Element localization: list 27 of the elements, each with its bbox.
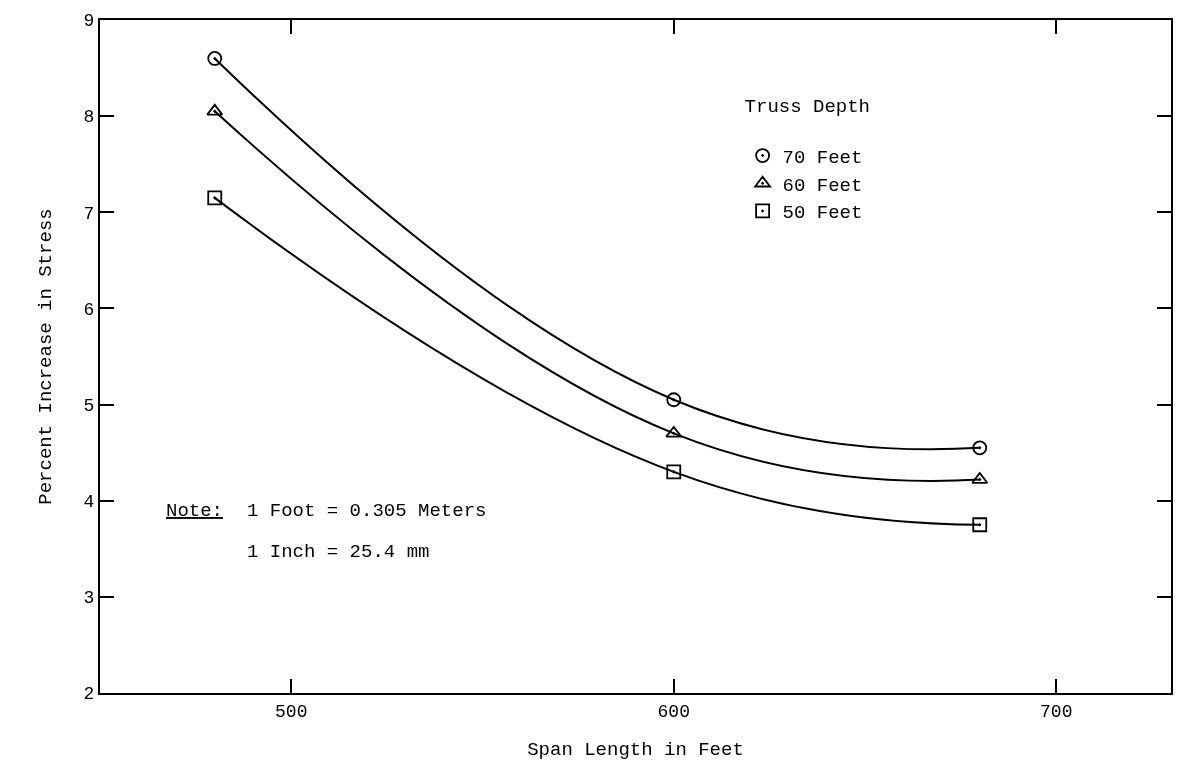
x-tick-label: 500 <box>275 701 308 722</box>
y-tick-label: 6 <box>83 299 95 320</box>
x-axis-title: Span Length in Feet <box>527 739 744 761</box>
y-tick-label: 2 <box>83 684 95 705</box>
y-tick-label: 8 <box>83 107 95 128</box>
annotation: Note: <box>166 500 224 522</box>
legend-label: 70 Feet <box>782 146 863 169</box>
point <box>207 51 223 66</box>
legend-label: 50 Feet <box>782 202 863 225</box>
annotation: 1 Inch = 25.4 mm <box>247 541 430 563</box>
point <box>207 190 223 206</box>
point <box>666 392 682 408</box>
point <box>206 103 224 116</box>
legend-label: 60 Feet <box>782 174 863 197</box>
x-tick-label: 700 <box>1040 701 1073 722</box>
x-tick-label: 600 <box>657 701 690 722</box>
y-tick-label: 4 <box>83 492 95 513</box>
point <box>972 517 988 533</box>
point <box>972 440 988 456</box>
legend-title: Truss Depth <box>744 96 871 118</box>
annotation: 1 Foot = 0.305 Meters <box>247 500 487 522</box>
y-tick-label: 7 <box>83 203 95 224</box>
y-tick-label: 9 <box>83 11 95 32</box>
y-axis-title: Percent Increase in Stress <box>35 208 57 505</box>
y-tick-label: 3 <box>83 588 95 609</box>
point <box>666 464 682 480</box>
y-tick-label: 5 <box>83 395 95 416</box>
